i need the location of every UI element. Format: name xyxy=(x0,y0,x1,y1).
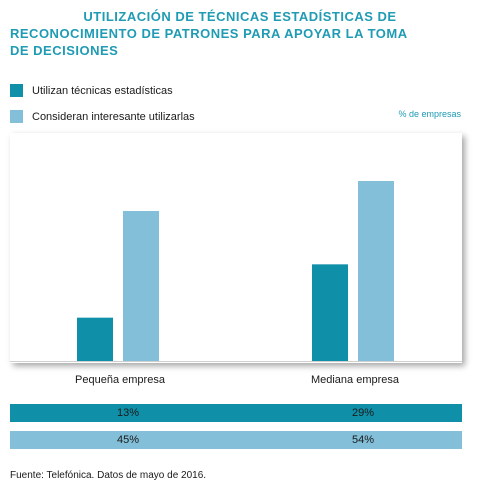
bar-series1-medium xyxy=(312,264,348,361)
chart-title: UTILIZACIÓN DE TÉCNICAS ESTADÍSTICAS DE … xyxy=(10,8,470,59)
legend: Utilizan técnicas estadísticas Considera… xyxy=(10,82,195,134)
unit-label: % de empresas xyxy=(398,109,461,119)
value-band-series2: 45% 54% xyxy=(10,431,462,449)
bar-series2-medium xyxy=(358,181,394,361)
legend-label-series2: Consideran interesante utilizarlas xyxy=(32,110,195,123)
value-band-series1: 13% 29% xyxy=(10,404,462,422)
source-note: Fuente: Telefónica. Datos de mayo de 201… xyxy=(10,470,207,481)
value-label-s2-medium: 54% xyxy=(351,434,375,446)
legend-swatch-series1 xyxy=(10,84,23,97)
title-line-1: UTILIZACIÓN DE TÉCNICAS ESTADÍSTICAS DE xyxy=(83,9,397,24)
value-label-s1-small: 13% xyxy=(116,407,140,419)
legend-item-series1: Utilizan técnicas estadísticas xyxy=(10,82,195,99)
bar-chart xyxy=(10,181,462,362)
bar-series2-small xyxy=(123,211,159,361)
title-line-3: DE DECISIONES xyxy=(10,43,119,58)
value-label-s1-medium: 29% xyxy=(351,407,375,419)
category-label-medium: Mediana empresa xyxy=(310,374,400,386)
legend-swatch-series2 xyxy=(10,110,23,123)
bar-series1-small xyxy=(77,317,113,361)
title-line-2: RECONOCIMIENTO DE PATRONES PARA APOYAR L… xyxy=(10,26,408,41)
legend-label-series1: Utilizan técnicas estadísticas xyxy=(32,84,173,97)
chart-panel xyxy=(10,133,462,363)
value-label-s2-small: 45% xyxy=(116,434,140,446)
category-label-small: Pequeña empresa xyxy=(75,374,165,386)
legend-item-series2: Consideran interesante utilizarlas xyxy=(10,108,195,125)
